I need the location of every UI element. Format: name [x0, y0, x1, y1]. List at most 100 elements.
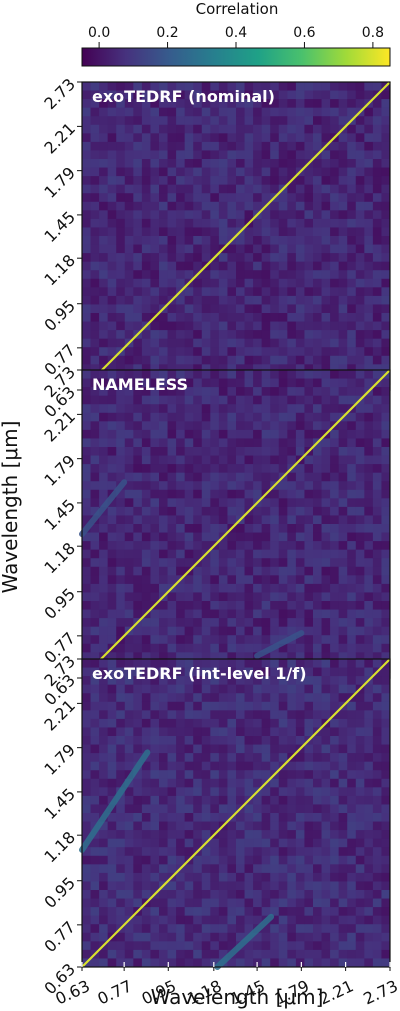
heatmap-cell — [107, 575, 117, 585]
heatmap-cell — [253, 626, 262, 636]
heatmap-cell — [295, 787, 305, 797]
heatmap-cell — [99, 524, 108, 533]
heatmap-cell — [261, 395, 271, 405]
heatmap-cell — [304, 753, 314, 762]
heatmap-cell — [304, 218, 314, 228]
heatmap-cell — [176, 364, 185, 374]
heatmap-cell — [184, 761, 194, 771]
heatmap-cell — [201, 864, 211, 874]
heatmap-cell — [99, 753, 108, 762]
heatmap-cell — [338, 821, 348, 831]
heatmap-cell — [133, 253, 143, 262]
heatmap-cell — [116, 506, 126, 516]
heatmap-cell — [227, 701, 237, 711]
heatmap-cell — [313, 201, 322, 211]
heatmap-cell — [270, 693, 280, 703]
heatmap-cell — [159, 753, 168, 762]
heatmap-cell — [261, 592, 271, 602]
heatmap-cell — [184, 404, 194, 414]
heatmap-cell — [159, 438, 168, 448]
heatmap-cell — [107, 447, 117, 456]
heatmap-cell — [355, 82, 365, 91]
heatmap-cell — [236, 193, 245, 203]
heatmap-cell — [124, 506, 134, 516]
heatmap-cell — [133, 890, 143, 899]
heatmap-cell — [304, 958, 314, 968]
heatmap-cell — [107, 626, 117, 636]
heatmap-cell — [90, 253, 100, 262]
heatmap-cell — [227, 355, 237, 365]
heatmap-cell — [321, 744, 331, 754]
heatmap-cell — [253, 347, 262, 357]
heatmap-cell — [116, 82, 126, 91]
heatmap-cell — [210, 116, 220, 126]
heatmap-cell — [82, 176, 91, 185]
heatmap-cell — [141, 693, 151, 703]
heatmap-cell — [347, 924, 357, 934]
heatmap-cell — [381, 107, 391, 117]
heatmap-cell — [227, 787, 237, 797]
heatmap-cell — [381, 778, 391, 788]
heatmap-cell — [184, 270, 194, 280]
heatmap-cell — [236, 133, 245, 143]
heatmap-cell — [99, 643, 108, 653]
heatmap-cell — [338, 838, 348, 848]
heatmap-cell — [184, 949, 194, 959]
heatmap-cell — [133, 701, 143, 711]
heatmap-cell — [287, 295, 297, 305]
heatmap-cell — [218, 949, 228, 959]
heatmap-cell — [107, 261, 117, 271]
heatmap-cell — [364, 321, 374, 331]
heatmap-cell — [287, 652, 297, 662]
heatmap-cell — [338, 813, 348, 822]
heatmap-cell — [99, 566, 108, 576]
heatmap-cell — [107, 635, 117, 645]
heatmap-cell — [218, 82, 228, 91]
heatmap-cell — [287, 626, 297, 636]
heatmap-cell — [201, 855, 211, 865]
heatmap-cell — [304, 210, 314, 220]
heatmap-cell — [381, 924, 391, 934]
heatmap-cell — [330, 941, 339, 951]
heatmap-cell — [99, 447, 108, 456]
heatmap-cell — [321, 295, 331, 305]
heatmap-cell — [99, 338, 108, 348]
heatmap-cell — [193, 718, 203, 728]
heatmap-cell — [278, 304, 288, 314]
heatmap-cell — [355, 701, 365, 711]
heatmap-cell — [236, 736, 245, 745]
heatmap-cell — [321, 515, 331, 525]
heatmap-cell — [236, 532, 245, 542]
heatmap-cell — [244, 855, 254, 865]
heatmap-cell — [159, 787, 168, 797]
heatmap-cell — [244, 958, 254, 968]
heatmap-cell — [218, 744, 228, 754]
heatmap-cell — [270, 107, 280, 117]
heatmap-cell — [82, 601, 91, 610]
heatmap-cell — [304, 864, 314, 874]
heatmap-cell — [338, 676, 348, 685]
heatmap-cell — [133, 541, 143, 550]
heatmap-cell — [141, 429, 151, 439]
heatmap-cell — [338, 609, 348, 619]
heatmap-cell — [244, 558, 254, 568]
heatmap-cell — [295, 347, 305, 357]
heatmap-cell — [347, 881, 357, 891]
heatmap-cell — [184, 915, 194, 925]
heatmap-cell — [124, 404, 134, 414]
heatmap-cell — [107, 847, 117, 857]
heatmap-cell — [355, 515, 365, 525]
heatmap-cell — [236, 821, 245, 831]
heatmap-cell — [236, 575, 245, 585]
heatmap-cell — [159, 693, 168, 703]
heatmap-cell — [201, 898, 211, 908]
heatmap-cell — [261, 872, 271, 882]
heatmap-cell — [159, 498, 168, 508]
heatmap-cell — [355, 787, 365, 797]
heatmap-cell — [304, 643, 314, 653]
heatmap-cell — [304, 830, 314, 839]
heatmap-cell — [253, 253, 262, 262]
heatmap-cell — [330, 583, 339, 593]
heatmap-cell — [107, 941, 117, 951]
heatmap-cell — [82, 489, 91, 499]
